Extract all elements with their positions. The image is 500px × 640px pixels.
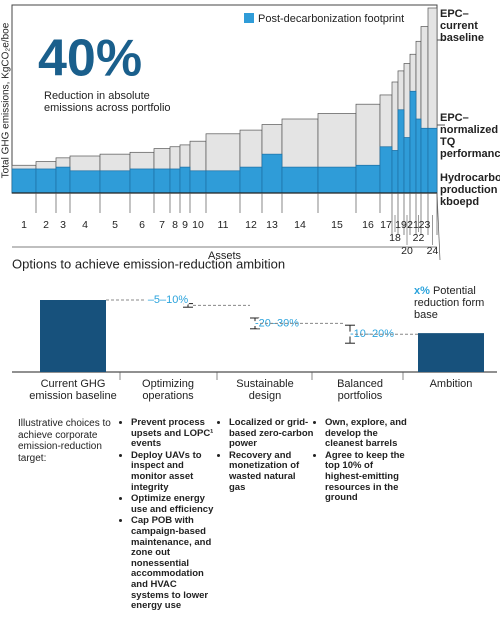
footprint-step (153, 168, 171, 194)
x-tick-label: 24 (427, 245, 439, 257)
range-bar (183, 303, 193, 308)
x-tick-label: 4 (82, 219, 88, 231)
x-tick-label: 10 (192, 219, 204, 231)
choice-item: Deploy UAVs to inspect and monitor asset… (131, 450, 216, 493)
choice-item: Localized or grid-based zero-carbon powe… (229, 417, 314, 450)
x-tick-label: 6 (139, 219, 145, 231)
choices-intro: Illustrative choices to achieve corporat… (18, 418, 111, 464)
footprint-step (281, 166, 319, 194)
x-tick-label: 14 (294, 219, 306, 231)
production-label: Hydrocarbon production kboepd (440, 172, 500, 208)
x-tick-label: 2 (43, 219, 49, 231)
range-bar (345, 324, 355, 344)
choice-list: Localized or grid-based zero-carbon powe… (220, 417, 314, 493)
choice-item: Cap POB with campaign-based maintenance,… (131, 516, 216, 611)
choice-list: Own, explore, and develop the cleanest b… (316, 417, 410, 504)
category-label: Optimizing operations (142, 378, 194, 402)
footprint-step (55, 166, 71, 194)
x-tick-label: 11 (218, 219, 229, 231)
footprint-step (69, 170, 101, 194)
x-tick-label: 17 (380, 219, 392, 231)
choice-column: Own, explore, and develop the cleanest b… (316, 417, 410, 505)
bar (418, 333, 484, 372)
footprint-step (420, 127, 429, 194)
choice-item: Agree to keep the top 10% of highest-emi… (325, 450, 410, 504)
footprint-step (403, 137, 411, 194)
x-tick-label: 22 (413, 232, 425, 244)
footprint-step (169, 168, 181, 194)
footprint-step (379, 146, 393, 194)
category-label: Balanced portfolios (337, 378, 383, 402)
x-tick-label: 8 (172, 219, 178, 231)
leader (436, 192, 441, 261)
tq-label: EPC–normalized TQ performance (440, 112, 500, 160)
y-axis-label: Total GHG emissions, KgCO₂e/boe (1, 22, 12, 178)
annotation-text: Reduction in absolute emissions across p… (44, 90, 171, 114)
choice-column: Localized or grid-based zero-carbon powe… (220, 417, 314, 494)
footprint-step (415, 118, 422, 194)
footprint-step (261, 153, 283, 194)
choice-item: Recovery and monetization of wasted natu… (229, 450, 314, 493)
legend-label: Post-decarbonization footprint (258, 13, 404, 25)
footprint-step (409, 90, 417, 194)
x-tick-label: 15 (331, 219, 343, 231)
x-tick-label: 19 (395, 219, 407, 231)
x-tick-label: 23 (419, 219, 431, 231)
choice-list: Prevent process upsets and LOPC¹ eventsD… (122, 417, 216, 612)
category-label: Current GHG emission baseline (29, 378, 117, 402)
ambition-highlight: x% (414, 285, 430, 297)
baseline-label: EPC–current baseline (440, 8, 485, 44)
footprint-step (317, 166, 357, 194)
ambition-note: x% Potential reduction form base (414, 285, 488, 321)
x-tick-label: 20 (401, 245, 413, 257)
x-tick-label: 18 (389, 232, 401, 244)
x-tick-label: 12 (245, 219, 257, 231)
choice-item: Own, explore, and develop the cleanest b… (325, 417, 410, 450)
x-tick-label: 16 (362, 219, 374, 231)
bar (40, 300, 106, 372)
category-label: Sustainable design (236, 378, 294, 402)
footprint-step (239, 166, 263, 194)
footprint-step (355, 164, 381, 194)
x-tick-label: 3 (60, 219, 66, 231)
range-label: –5–10% (148, 294, 189, 306)
range-bar (250, 317, 260, 330)
footprint-step (35, 168, 57, 194)
x-tick-label: 21 (407, 219, 419, 231)
footprint-step (391, 150, 399, 194)
footprint-step (11, 168, 37, 194)
annotation-big: 40% (38, 30, 142, 88)
footprint-step (129, 168, 155, 194)
x-tick-label: 5 (112, 219, 118, 231)
x-tick-label: 1 (21, 219, 27, 231)
x-tick-label: 13 (266, 219, 278, 231)
chart-title: Options to achieve emission-reduction am… (12, 256, 285, 271)
footprint-step (179, 166, 191, 194)
footprint-step (99, 170, 131, 194)
ambition-text: Potential reduction form base (414, 285, 485, 321)
x-axis-label: Assets (208, 250, 242, 262)
choice-item: Prevent process upsets and LOPC¹ events (131, 417, 216, 450)
footprint-step (397, 109, 405, 194)
x-tick-label: 9 (182, 219, 188, 231)
footprint-step (189, 170, 207, 194)
x-tick-label: 7 (159, 219, 165, 231)
choice-column: Prevent process upsets and LOPC¹ eventsD… (122, 417, 216, 613)
legend-swatch (244, 13, 254, 23)
footprint-step (205, 170, 241, 194)
footprint-step (427, 127, 438, 194)
category-label: Ambition (429, 378, 473, 390)
choice-item: Optimize energy use and efficiency (131, 493, 216, 515)
